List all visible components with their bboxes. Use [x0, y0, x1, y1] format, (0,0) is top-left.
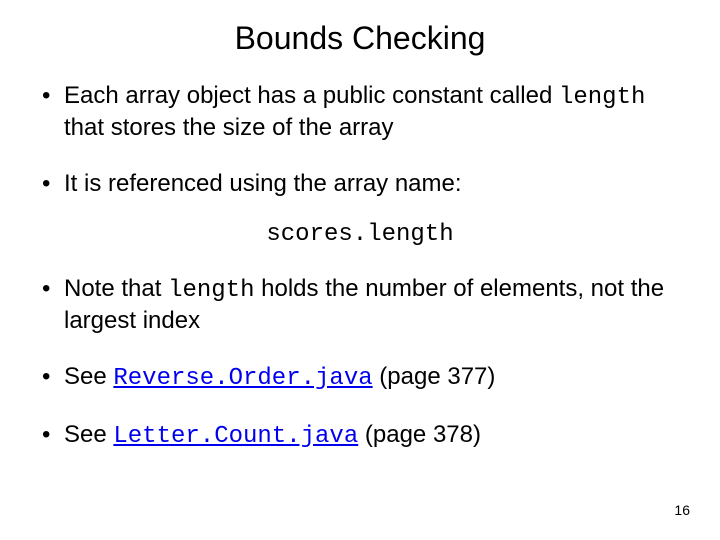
bullet-item-4: See Reverse.Order.java (page 377)	[40, 362, 680, 394]
bullet-item-1: Each array object has a public constant …	[40, 81, 680, 143]
link-letter-count[interactable]: Letter.Count.java	[113, 423, 358, 450]
bullet-1-text-post: that stores the size of the array	[64, 114, 394, 141]
bullet-item-3: Note that length holds the number of ele…	[40, 274, 680, 336]
bullet-1-code: length	[559, 84, 645, 111]
bullet-4-text-pre: See	[64, 363, 113, 390]
bullet-1-text-pre: Each array object has a public constant …	[64, 82, 559, 109]
bullet-5-text-post: (page 378)	[358, 421, 481, 448]
bullet-4-text-post: (page 377)	[373, 363, 496, 390]
link-reverse-order[interactable]: Reverse.Order.java	[113, 365, 372, 392]
bullet-list-2: Note that length holds the number of ele…	[40, 274, 680, 452]
bullet-3-code: length	[168, 277, 254, 304]
bullet-3-text-pre: Note that	[64, 275, 168, 302]
page-title: Bounds Checking	[40, 20, 680, 57]
slide: Bounds Checking Each array object has a …	[0, 0, 720, 540]
bullet-5-text-pre: See	[64, 421, 113, 448]
page-number: 16	[674, 502, 690, 518]
bullet-item-2: It is referenced using the array name:	[40, 169, 680, 199]
bullet-item-5: See Letter.Count.java (page 378)	[40, 420, 680, 452]
code-example: scores.length	[40, 221, 680, 248]
bullet-list: Each array object has a public constant …	[40, 81, 680, 199]
bullet-2-text: It is referenced using the array name:	[64, 170, 462, 197]
